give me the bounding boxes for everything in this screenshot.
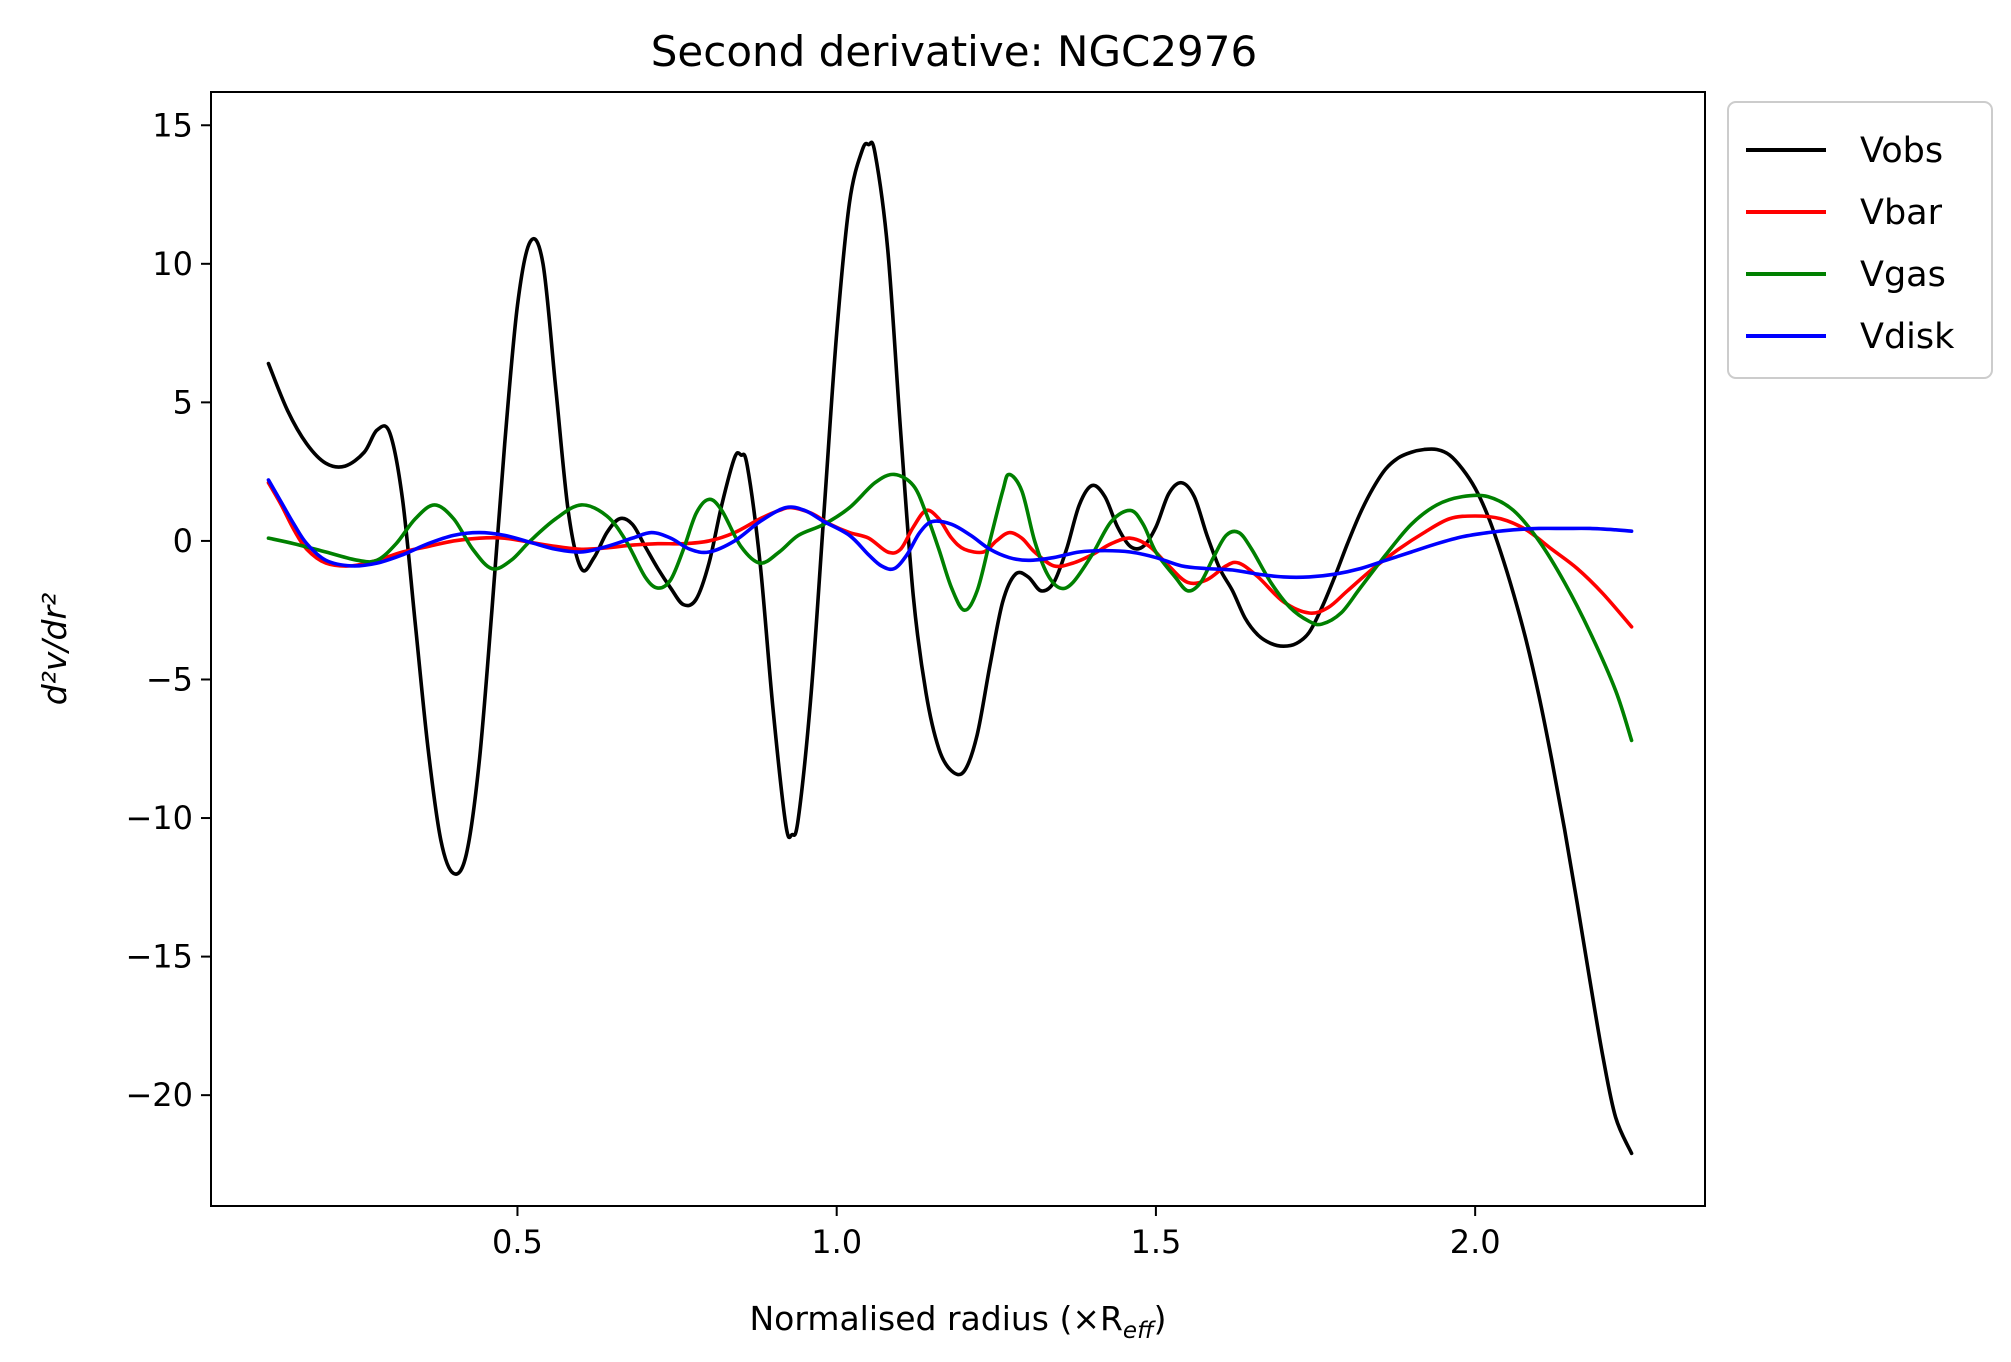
plot-area [211,92,1705,1206]
series-group [266,140,1634,1156]
y-axis-label: d²v/dr² [35,593,74,706]
x-axis-ticks: 0.5 1.0 1.5 2.0 [492,1206,1501,1261]
series-line-vdisk [266,478,1634,580]
x-tick-label-1: 1.0 [811,1223,862,1261]
chart-title: Second derivative: NGC2976 [651,27,1257,76]
series-line-vobs [266,140,1634,1156]
y-tick-label-7: −20 [125,1076,193,1114]
legend-label-vdisk: Vdisk [1860,317,1955,357]
y-tick-label-6: −15 [125,938,193,976]
legend: Vobs Vbar Vgas Vdisk [1727,101,1993,379]
x-tick-label-3: 2.0 [1450,1223,1501,1261]
legend-label-vgas: Vgas [1860,255,1946,295]
x-axis-label-subscript: eff [1123,1318,1156,1344]
series-line-vgas [266,472,1634,743]
legend-label-vobs: Vobs [1860,131,1943,171]
y-tick-label-2: 5 [173,383,193,421]
x-axis-label: Normalised radius (×Reff) [749,1299,1166,1344]
legend-label-vbar: Vbar [1860,193,1943,233]
y-tick-label-5: −10 [125,799,193,837]
legend-box [1727,101,1993,379]
plot-frame [210,91,1706,1207]
y-axis-ticks: 15 10 5 0 −5 −10 −15 −20 [125,106,211,1114]
x-axis-label-end: ) [1154,1299,1167,1338]
y-tick-label-1: 10 [152,245,193,283]
series-line-vbar [266,480,1634,629]
y-tick-label-4: −5 [146,660,193,698]
x-tick-label-0: 0.5 [492,1223,543,1261]
y-tick-label-3: 0 [173,522,193,560]
x-tick-label-2: 1.5 [1130,1223,1181,1261]
x-axis-label-main: Normalised radius (×R [749,1299,1122,1338]
y-tick-label-0: 15 [152,106,193,144]
legend-items: Vobs Vbar Vgas Vdisk [1746,131,1955,357]
